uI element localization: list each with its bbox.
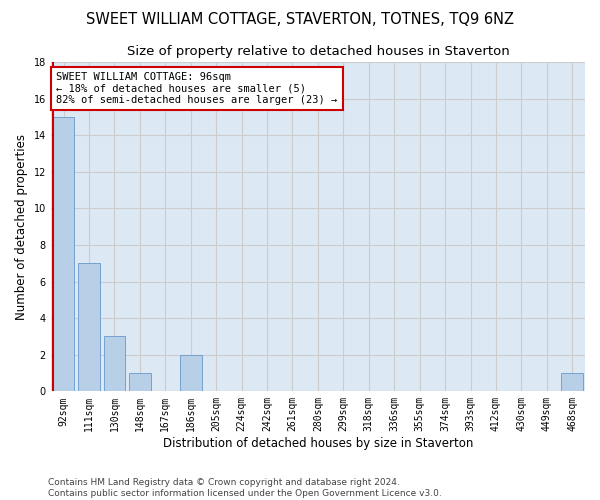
- X-axis label: Distribution of detached houses by size in Staverton: Distribution of detached houses by size …: [163, 437, 473, 450]
- Text: Contains HM Land Registry data © Crown copyright and database right 2024.
Contai: Contains HM Land Registry data © Crown c…: [48, 478, 442, 498]
- Bar: [129, 373, 151, 392]
- Bar: [562, 373, 583, 392]
- Bar: [180, 354, 202, 392]
- Y-axis label: Number of detached properties: Number of detached properties: [15, 134, 28, 320]
- Bar: [53, 117, 74, 392]
- Text: SWEET WILLIAM COTTAGE: 96sqm
← 18% of detached houses are smaller (5)
82% of sem: SWEET WILLIAM COTTAGE: 96sqm ← 18% of de…: [56, 72, 337, 105]
- Title: Size of property relative to detached houses in Staverton: Size of property relative to detached ho…: [127, 45, 509, 58]
- Bar: [78, 263, 100, 392]
- Text: SWEET WILLIAM COTTAGE, STAVERTON, TOTNES, TQ9 6NZ: SWEET WILLIAM COTTAGE, STAVERTON, TOTNES…: [86, 12, 514, 28]
- Bar: [104, 336, 125, 392]
